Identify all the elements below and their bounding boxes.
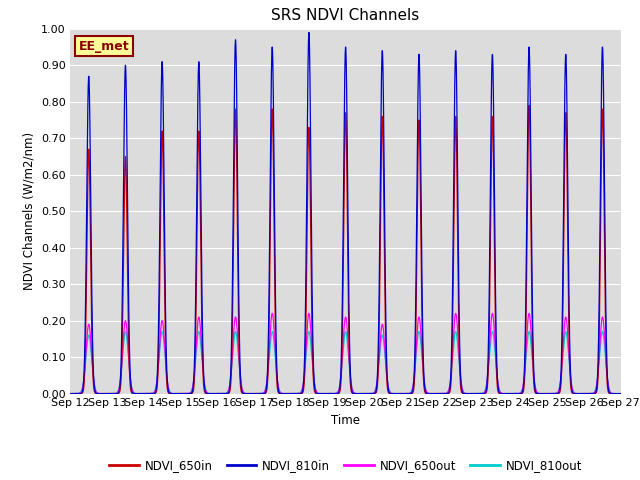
Text: EE_met: EE_met — [79, 40, 129, 53]
Y-axis label: NDVI Channels (W/m2/nm): NDVI Channels (W/m2/nm) — [22, 132, 35, 290]
Legend: NDVI_650in, NDVI_810in, NDVI_650out, NDVI_810out: NDVI_650in, NDVI_810in, NDVI_650out, NDV… — [104, 454, 587, 477]
X-axis label: Time: Time — [331, 414, 360, 427]
Title: SRS NDVI Channels: SRS NDVI Channels — [271, 9, 420, 24]
